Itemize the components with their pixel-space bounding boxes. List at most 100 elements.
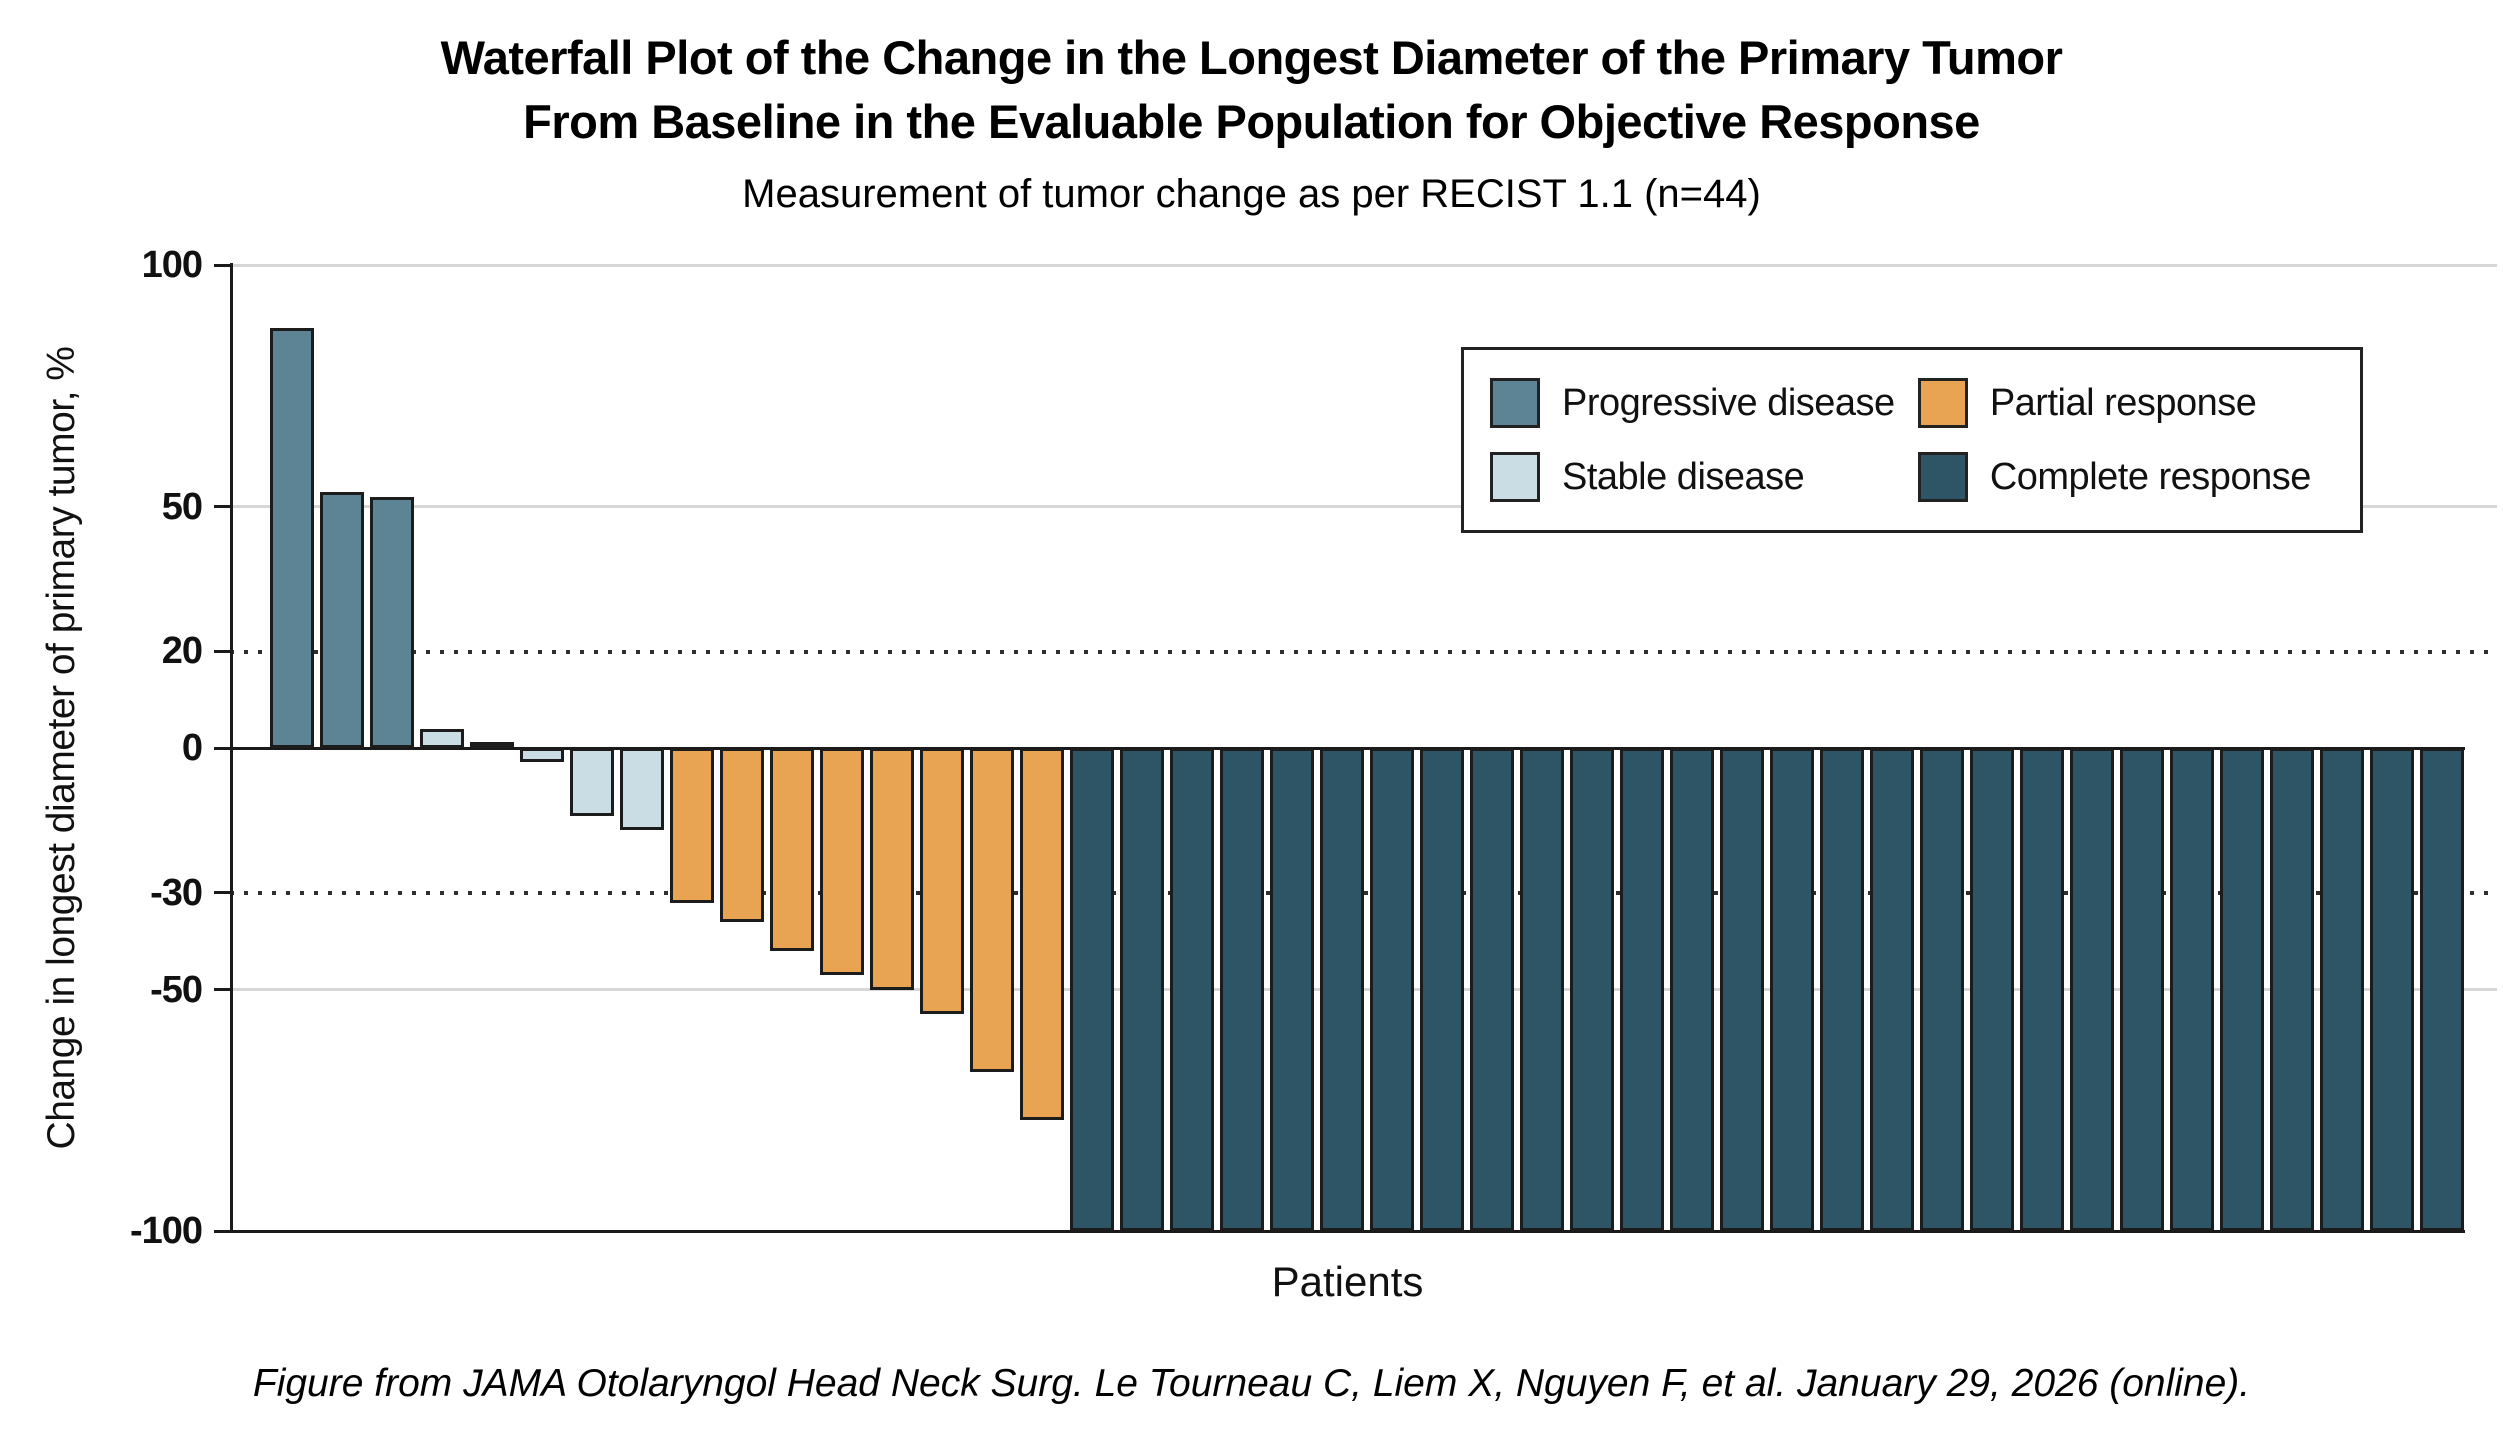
- waterfall-bar: [1220, 265, 1264, 1231]
- waterfall-bar: [570, 265, 614, 1231]
- y-axis-line: [230, 263, 233, 1233]
- waterfall-bar: [2370, 265, 2414, 1231]
- waterfall-bar: [2270, 265, 2314, 1231]
- waterfall-bar: [2020, 265, 2064, 1231]
- bar-complete: [1370, 748, 1414, 1231]
- waterfall-bar: [1170, 265, 1214, 1231]
- waterfall-bar: [1320, 265, 1364, 1231]
- waterfall-bar: [770, 265, 814, 1231]
- y-axis-tick: [214, 1229, 230, 1233]
- bar-complete: [1570, 748, 1614, 1231]
- waterfall-bar: [320, 265, 364, 1231]
- waterfall-bar: [2120, 265, 2164, 1231]
- bar-complete: [1470, 748, 1514, 1231]
- bar-complete: [1870, 748, 1914, 1231]
- bar-stable: [620, 748, 664, 831]
- legend-item-progressive: Progressive disease: [1490, 366, 1918, 440]
- bar-complete: [2020, 748, 2064, 1231]
- bar-complete: [1320, 748, 1364, 1231]
- bar-partial: [670, 748, 714, 903]
- bar-progressive: [370, 496, 414, 748]
- bar-stable: [520, 748, 564, 763]
- y-axis-tick: [214, 649, 230, 653]
- waterfall-bar: [1670, 265, 1714, 1231]
- waterfall-bar: [870, 265, 914, 1231]
- bar-complete: [1120, 748, 1164, 1231]
- bar-progressive: [270, 327, 314, 748]
- legend-swatch-partial: [1917, 378, 1968, 428]
- legend: Progressive disease Stable disease Parti…: [1461, 347, 2363, 533]
- figure-title-line1: Waterfall Plot of the Change in the Long…: [440, 31, 2063, 84]
- y-tick-label: -30: [150, 871, 203, 914]
- waterfall-bar: [1770, 265, 1814, 1231]
- plot-area: 100 50 20 0 -30 -50 -100: [130, 244, 2497, 1252]
- y-tick-label: 20: [161, 630, 203, 673]
- gridline-black: [230, 1229, 2465, 1233]
- y-tick-label: 100: [141, 244, 203, 286]
- waterfall-bar: [2070, 265, 2114, 1231]
- waterfall-bar: [2220, 265, 2264, 1231]
- bar-partial: [920, 748, 964, 1014]
- waterfall-bar: [1620, 265, 1664, 1231]
- bar-complete: [1720, 748, 1764, 1231]
- figure-title-line2: From Baseline in the Evaluable Populatio…: [523, 95, 1980, 148]
- waterfall-bar: [470, 265, 514, 1231]
- waterfall-bar: [1920, 265, 1964, 1231]
- y-tick-label: 50: [161, 485, 203, 528]
- bar-complete: [1170, 748, 1214, 1231]
- bar-complete: [1270, 748, 1314, 1231]
- legend-label: Partial response: [1989, 381, 2257, 424]
- legend-swatch-stable: [1490, 452, 1540, 502]
- bar-partial: [1020, 748, 1064, 1120]
- waterfall-bar: [1120, 265, 1164, 1231]
- waterfall-bar: [820, 265, 864, 1231]
- waterfall-bar: [1470, 265, 1514, 1231]
- bar-progressive: [320, 492, 364, 748]
- legend-label: Complete response: [1989, 455, 2312, 498]
- bar-partial: [720, 748, 764, 922]
- bar-complete: [1920, 748, 1964, 1231]
- bar-complete: [1670, 748, 1714, 1231]
- waterfall-bar: [370, 265, 414, 1231]
- bar-complete: [1070, 748, 1114, 1231]
- waterfall-bar: [1970, 265, 2014, 1231]
- bar-complete: [1820, 748, 1864, 1231]
- waterfall-bar: [1270, 265, 1314, 1231]
- figure-caption: Figure from JAMA Otolaryngol Head Neck S…: [252, 1362, 2251, 1405]
- waterfall-bar: [420, 265, 464, 1231]
- bar-complete: [1970, 748, 2014, 1231]
- legend-label: Stable disease: [1562, 455, 1805, 498]
- waterfall-bar: [1070, 265, 1114, 1231]
- waterfall-bar: [670, 265, 714, 1231]
- bar-complete: [2320, 748, 2364, 1231]
- figure-subtitle: Measurement of tumor change as per RECIS…: [742, 172, 1761, 216]
- y-tick-label: -100: [129, 1210, 203, 1252]
- legend-swatch-complete: [1917, 452, 1968, 502]
- y-axis-title: Change in longest diameter of primary tu…: [40, 346, 83, 1150]
- y-axis-tick: [214, 505, 230, 508]
- waterfall-bar: [520, 265, 564, 1231]
- legend-swatch-progressive: [1490, 378, 1540, 428]
- legend-item-complete: Complete response: [1917, 440, 2334, 514]
- waterfall-bar: [270, 265, 314, 1231]
- bar-complete: [1620, 748, 1664, 1231]
- waterfall-bar: [2420, 265, 2464, 1231]
- waterfall-bar: [1820, 265, 1864, 1231]
- legend-item-stable: Stable disease: [1490, 440, 1918, 514]
- waterfall-bar: [920, 265, 964, 1231]
- waterfall-bar: [1020, 265, 1064, 1231]
- bar-complete: [1520, 748, 1564, 1231]
- bar-complete: [2220, 748, 2264, 1231]
- bar-complete: [2120, 748, 2164, 1231]
- waterfall-bar: [720, 265, 764, 1231]
- y-tick-label: 0: [181, 727, 203, 769]
- gridline-dotted: [230, 649, 2497, 654]
- waterfall-bar: [1870, 265, 1914, 1231]
- y-axis-tick: [214, 263, 230, 267]
- x-axis-title: Patients: [1271, 1258, 1424, 1305]
- bar-stable: [570, 748, 614, 816]
- waterfall-bar: [1570, 265, 1614, 1231]
- bar-complete: [2420, 748, 2464, 1231]
- bar-stable: [420, 728, 464, 748]
